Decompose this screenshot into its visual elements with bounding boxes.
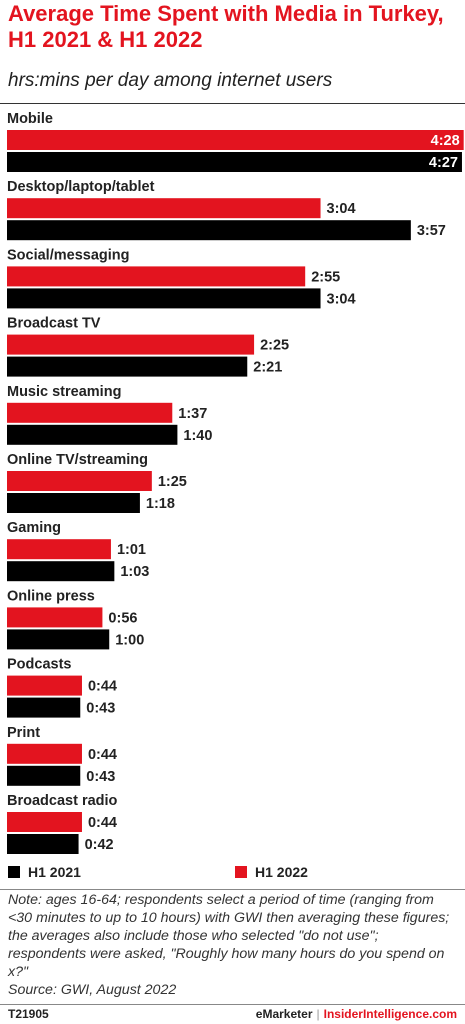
category-label-gaming: Gaming [7, 520, 61, 536]
bar-h1-2022-music-streaming [7, 402, 173, 423]
legend-swatch-h1-2022 [235, 866, 247, 878]
data-label-h1-2021-desktop-laptop-tablet: 3:57 [417, 223, 446, 239]
data-label-h1-2021-broadcast-radio: 0:42 [85, 837, 114, 853]
chart-id: T21905 [8, 1007, 49, 1021]
bar-chart: Mobile 4:28 4:27 Desktop/laptop/tablet 3:04 3… [7, 111, 464, 854]
bar-h1-2021-broadcast-tv [7, 356, 248, 377]
chart-title: Average Time Spent with Media in Turkey,… [8, 1, 444, 52]
bar-h1-2022-broadcast-radio [7, 812, 82, 832]
bar-h1-2022-print [7, 743, 82, 764]
category-label-print: Print [7, 725, 40, 741]
category-label-online-tv-streaming: Online TV/streaming [7, 452, 148, 468]
legend-item-h1-2021: H1 2021 [8, 860, 81, 884]
bar-h1-2022-broadcast-tv [7, 334, 255, 355]
bar-h1-2022-gaming [7, 539, 111, 560]
bar-h1-2022-online-press [7, 607, 103, 628]
bar-h1-2021-desktop-laptop-tablet [7, 220, 411, 241]
bar-h1-2021-social-messaging [7, 288, 321, 309]
bar-h1-2022-desktop-laptop-tablet [7, 198, 321, 219]
note-block: Note: ages 16-64; respondents select a p… [8, 891, 460, 999]
data-label-h1-2021-broadcast-tv: 2:21 [253, 360, 282, 376]
data-label-h1-2021-mobile: 4:27 [429, 155, 458, 171]
bar-h1-2021-mobile [7, 152, 462, 172]
bar-h1-2021-podcasts [7, 697, 81, 718]
data-label-h1-2021-social-messaging: 3:04 [327, 291, 356, 307]
bar-h1-2021-online-press [7, 629, 110, 650]
data-label-h1-2022-online-tv-streaming: 1:25 [158, 474, 187, 490]
category-label-online-press: Online press [7, 588, 95, 604]
bar-h1-2021-print [7, 765, 81, 786]
note-text: Note: ages 16-64; respondents select a p… [8, 892, 450, 980]
bar-h1-2022-mobile [7, 130, 464, 150]
chart-subtitle: hrs:mins per day among internet users [8, 70, 333, 91]
category-label-music-streaming: Music streaming [7, 384, 121, 400]
data-label-h1-2021-podcasts: 0:43 [86, 701, 115, 717]
data-label-h1-2022-social-messaging: 2:55 [311, 269, 340, 285]
bar-h1-2022-online-tv-streaming [7, 471, 152, 491]
brand-separator: | [316, 1007, 320, 1021]
data-label-h1-2021-online-press: 1:00 [115, 632, 144, 648]
brand-footer: eMarketer | InsiderIntelligence.com [256, 1007, 457, 1021]
legend-label-h1-2022: H1 2022 [255, 864, 308, 880]
footer-divider [0, 1004, 465, 1005]
category-label-mobile: Mobile [7, 111, 53, 127]
data-label-h1-2022-desktop-laptop-tablet: 3:04 [327, 201, 356, 217]
legend-swatch-h1-2021 [8, 866, 20, 878]
category-label-desktop-laptop-tablet: Desktop/laptop/tablet [7, 179, 155, 195]
category-label-social-messaging: Social/messaging [7, 247, 130, 263]
category-label-broadcast-tv: Broadcast TV [7, 316, 101, 332]
data-label-h1-2022-broadcast-tv: 2:25 [260, 338, 289, 354]
bar-h1-2022-social-messaging [7, 266, 306, 287]
data-label-h1-2022-podcasts: 0:44 [88, 679, 117, 695]
data-label-h1-2021-gaming: 1:03 [120, 564, 149, 580]
legend-label-h1-2021: H1 2021 [28, 864, 81, 880]
brand-insider-intelligence: InsiderIntelligence.com [323, 1007, 457, 1021]
data-label-h1-2022-music-streaming: 1:37 [178, 406, 207, 422]
top-divider [0, 103, 465, 104]
category-label-podcasts: Podcasts [7, 657, 71, 673]
data-label-h1-2022-print: 0:44 [88, 747, 117, 763]
note-divider [0, 889, 465, 890]
bar-h1-2021-music-streaming [7, 424, 178, 445]
data-label-h1-2022-mobile: 4:28 [431, 133, 460, 149]
bar-h1-2022-podcasts [7, 675, 82, 696]
legend: H1 2021 H1 2022 [0, 860, 465, 884]
data-label-h1-2021-online-tv-streaming: 1:18 [146, 496, 175, 512]
data-label-h1-2022-online-press: 0:56 [108, 610, 137, 626]
source-text: Source: GWI, August 2022 [8, 982, 177, 998]
data-label-h1-2021-music-streaming: 1:40 [183, 428, 212, 444]
data-label-h1-2021-print: 0:43 [86, 769, 115, 785]
data-label-h1-2022-broadcast-radio: 0:44 [88, 815, 117, 831]
category-label-broadcast-radio: Broadcast radio [7, 793, 118, 809]
bar-h1-2021-gaming [7, 561, 115, 582]
legend-item-h1-2022: H1 2022 [235, 860, 308, 884]
data-label-h1-2022-gaming: 1:01 [117, 542, 146, 558]
bar-h1-2021-broadcast-radio [7, 834, 79, 854]
bar-h1-2021-online-tv-streaming [7, 493, 140, 513]
brand-emarketer: eMarketer [255, 1007, 313, 1021]
